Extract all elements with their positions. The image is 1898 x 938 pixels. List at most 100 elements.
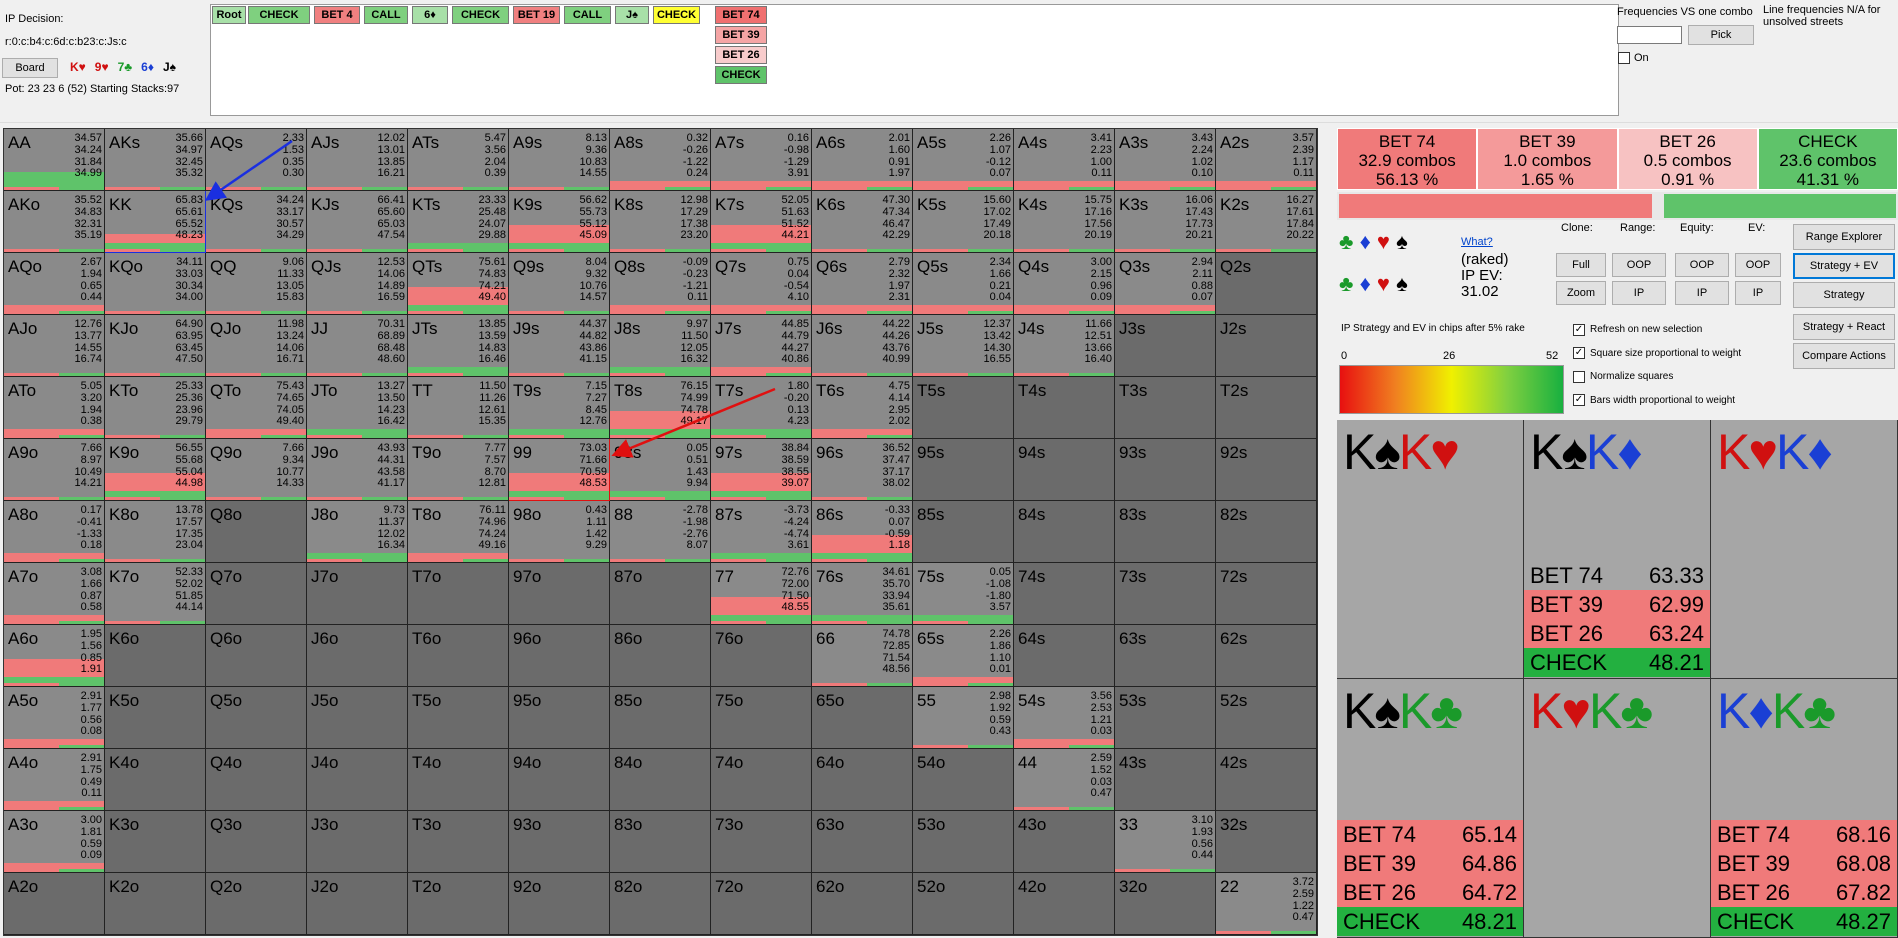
range-cell-52o[interactable]: 52o [913,873,1014,935]
range-cell-K7s[interactable]: 52.05 51.63 51.52 44.21 K7s [711,191,812,253]
range-cell-92s[interactable]: 92s [1216,439,1317,501]
tree-node[interactable]: CALL [364,6,408,24]
range-cell-J7s[interactable]: 44.85 44.79 44.27 40.86 J7s [711,315,812,377]
range-cell-95o[interactable]: 95o [509,687,610,749]
range-cell-K3o[interactable]: K3o [105,811,206,873]
range-cell-42o[interactable]: 42o [1014,873,1115,935]
heart-icon[interactable]: ♥ [1376,229,1390,254]
range-cell-A3o[interactable]: 3.00 1.81 0.59 0.09 A3o [4,811,105,873]
range-cell-97o[interactable]: 97o [509,563,610,625]
range-cell-Q5s[interactable]: 2.34 1.66 0.21 0.04 Q5s [913,253,1014,315]
range-cell-Q9o[interactable]: 7.66 9.34 10.77 14.33 Q9o [206,439,307,501]
board-button[interactable]: Board [2,58,58,78]
range-cell-64s[interactable]: 64s [1014,625,1115,687]
range-cell-83o[interactable]: 83o [610,811,711,873]
combo-cell[interactable]: K♠K♣ BET 74 65.14 BET 39 64.86 BET 26 64.72 CHE… [1337,679,1524,938]
range-cell-Q8s[interactable]: -0.09 -0.23 -1.21 0.11 Q8s [610,253,711,315]
range-cell-T6o[interactable]: T6o [408,625,509,687]
range-cell-82o[interactable]: 82o [610,873,711,935]
range-cell-KJs[interactable]: 66.41 65.60 65.03 47.54 KJs [307,191,408,253]
range-cell-A7s[interactable]: 0.16 -0.98 -1.29 3.91 A7s [711,129,812,191]
range-cell-85s[interactable]: 85s [913,501,1014,563]
combo-cell[interactable]: K♥K♣ [1524,679,1711,938]
range-cell-A8o[interactable]: 0.17 -0.41 -1.33 0.18 A8o [4,501,105,563]
range-cell-Q2s[interactable]: Q2s [1216,253,1317,315]
range-cell-KJo[interactable]: 64.90 63.95 63.45 47.50 KJo [105,315,206,377]
range-cell-Q3s[interactable]: 2.94 2.11 0.88 0.07 Q3s [1115,253,1216,315]
range-cell-JTo[interactable]: 13.27 13.50 14.23 16.42 JTo [307,377,408,439]
option-row[interactable]: ✓ Refresh on new selection [1573,318,1793,342]
range-cell-QTs[interactable]: 75.61 74.83 74.21 49.40 QTs [408,253,509,315]
range-cell-QQ[interactable]: 9.06 11.33 13.05 15.83 QQ [206,253,307,315]
range-cell-J3o[interactable]: J3o [307,811,408,873]
range-cell-T8s[interactable]: 76.15 74.99 74.78 49.17 T8s [610,377,711,439]
range-cell-K4s[interactable]: 15.75 17.16 17.56 20.19 K4s [1014,191,1115,253]
range-cell-A7o[interactable]: 3.08 1.66 0.87 0.58 A7o [4,563,105,625]
range-cell-T6s[interactable]: 4.75 4.14 2.95 2.02 T6s [812,377,913,439]
range-cell-44[interactable]: 2.59 1.52 0.03 0.47 44 [1014,749,1115,811]
spade-icon[interactable]: ♠ [1396,229,1408,254]
range-cell-A4s[interactable]: 3.41 2.23 1.00 0.11 A4s [1014,129,1115,191]
range-cell-84s[interactable]: 84s [1014,501,1115,563]
range-cell-J2o[interactable]: J2o [307,873,408,935]
range-cell-Q4o[interactable]: Q4o [206,749,307,811]
range-cell-98o[interactable]: 0.43 1.11 1.42 9.29 98o [509,501,610,563]
range-cell-QJo[interactable]: 11.98 13.24 14.06 16.71 QJo [206,315,307,377]
range-cell-TT[interactable]: 11.50 11.26 12.61 15.35 TT [408,377,509,439]
range-cell-A4o[interactable]: 2.91 1.75 0.49 0.11 A4o [4,749,105,811]
option-checkbox[interactable]: ✓ [1573,323,1585,336]
range-cell-AQs[interactable]: 2.33 1.53 0.35 0.30 AQs [206,129,307,191]
range-cell-T9o[interactable]: 7.77 7.57 8.70 12.81 T9o [408,439,509,501]
tree-node[interactable]: BET 4 [314,6,360,24]
range-cell-94s[interactable]: 94s [1014,439,1115,501]
range-cell-86s[interactable]: -0.33 0.07 -0.59 1.18 86s [812,501,913,563]
range-cell-Q9s[interactable]: 8.04 9.32 10.76 14.57 Q9s [509,253,610,315]
option-row[interactable]: ✓ Bars width proportional to weight [1573,389,1793,413]
range-cell-J2s[interactable]: J2s [1216,315,1317,377]
combo-cell[interactable]: K♠K♦ BET 74 63.33 BET 39 62.99 BET 26 63.24 CHE… [1524,420,1711,679]
range-cell-65o[interactable]: 65o [812,687,913,749]
range-cell-A9o[interactable]: 7.66 8.97 10.49 14.21 A9o [4,439,105,501]
range-cell-65s[interactable]: 2.26 1.86 1.10 0.01 65s [913,625,1014,687]
range-cell-85o[interactable]: 85o [610,687,711,749]
range-cell-53s[interactable]: 53s [1115,687,1216,749]
range-cell-Q6s[interactable]: 2.79 2.32 1.97 2.31 Q6s [812,253,913,315]
range-cell-Q7s[interactable]: 0.75 0.04 -0.54 4.10 Q7s [711,253,812,315]
range-cell-KQs[interactable]: 34.24 33.17 30.57 34.29 KQs [206,191,307,253]
range-cell-A5o[interactable]: 2.91 1.77 0.56 0.08 A5o [4,687,105,749]
range-cell-87s[interactable]: -3.73 -4.24 -4.74 3.61 87s [711,501,812,563]
freq-combo-input[interactable] [1617,26,1682,44]
tree-node[interactable]: BET 19 [513,6,560,24]
tree-node[interactable]: J♠ [615,6,649,24]
action-summary-2[interactable]: BET 26 0.5 combos 0.91 % [1617,128,1758,190]
tree-node[interactable]: CHECK [452,6,509,24]
range-cell-97s[interactable]: 38.84 38.59 38.55 39.07 97s [711,439,812,501]
range-cell-99[interactable]: 73.03 71.66 70.59 48.53 99 [509,439,610,501]
range-cell-T9s[interactable]: 7.15 7.27 8.45 12.76 T9s [509,377,610,439]
range-cell-64o[interactable]: 64o [812,749,913,811]
full-button[interactable]: Full [1556,253,1606,277]
combo-cell[interactable]: K♠K♥ [1337,420,1524,679]
range-cell-Q5o[interactable]: Q5o [206,687,307,749]
range-cell-77[interactable]: 72.76 72.00 71.50 48.55 77 [711,563,812,625]
range-cell-AJs[interactable]: 12.02 13.01 13.85 16.21 AJs [307,129,408,191]
suit-filter-top[interactable]: ♣ ♦ ♥ ♠ [1339,228,1408,256]
range-cell-J7o[interactable]: J7o [307,563,408,625]
range-cell-AKs[interactable]: 35.66 34.97 32.45 35.32 AKs [105,129,206,191]
range-cell-JTs[interactable]: 13.85 13.59 14.83 16.46 JTs [408,315,509,377]
range-cell-J6o[interactable]: J6o [307,625,408,687]
range-cell-62o[interactable]: 62o [812,873,913,935]
range-cell-K9o[interactable]: 56.55 55.68 55.04 44.98 K9o [105,439,206,501]
action-summary-1[interactable]: BET 39 1.0 combos 1.65 % [1477,128,1618,190]
range-cell-J5o[interactable]: J5o [307,687,408,749]
range-cell-J3s[interactable]: J3s [1115,315,1216,377]
range-cell-T7s[interactable]: 1.80 -0.20 0.13 4.23 T7s [711,377,812,439]
range-cell-K8s[interactable]: 12.98 17.29 17.38 23.20 K8s [610,191,711,253]
range-cell-T8o[interactable]: 76.11 74.96 74.24 49.16 T8o [408,501,509,563]
strategy-ev-button[interactable]: Strategy + EV [1793,253,1895,279]
range-cell-J9s[interactable]: 44.37 44.82 43.86 41.15 J9s [509,315,610,377]
tree-option[interactable]: BET 39 [715,26,767,44]
range-oop-button[interactable]: OOP [1612,253,1666,277]
option-checkbox[interactable] [1573,370,1585,383]
range-cell-A5s[interactable]: 2.26 1.07 -0.12 0.07 A5s [913,129,1014,191]
